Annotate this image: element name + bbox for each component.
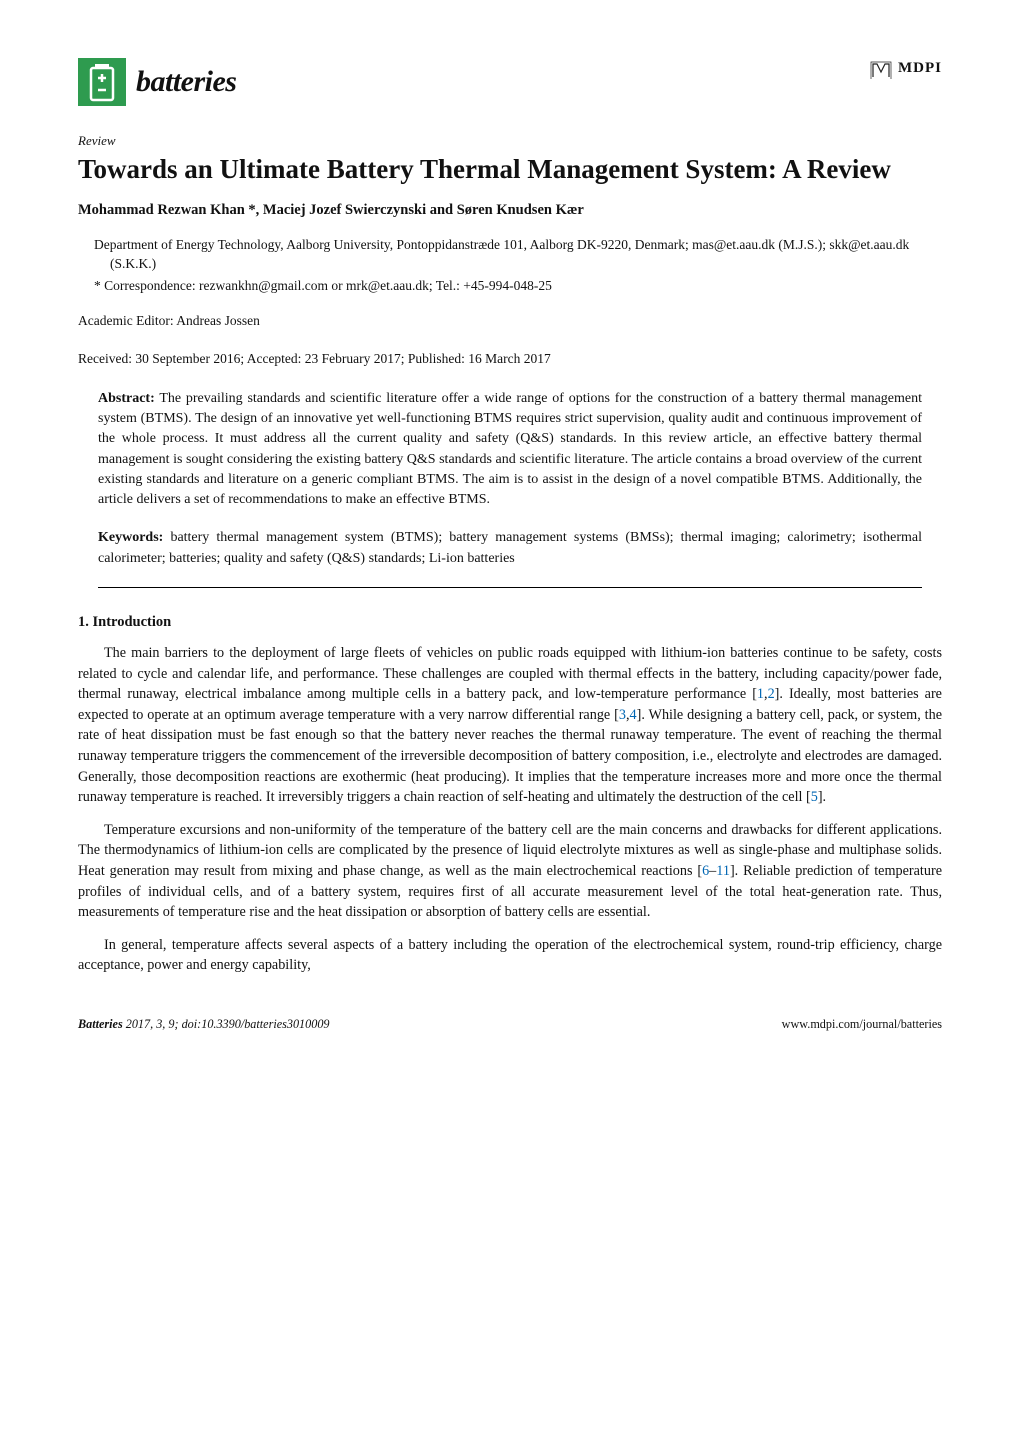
keywords-label: Keywords: — [98, 530, 163, 545]
article-type: Review — [78, 132, 942, 151]
publisher-logo: MDPI — [870, 58, 942, 80]
journal-logo: batteries — [78, 58, 237, 106]
citation-link[interactable]: 3 — [619, 707, 626, 723]
citation-link[interactable]: 6 — [702, 863, 709, 879]
affiliation-text: Department of Energy Technology, Aalborg… — [94, 235, 942, 274]
abstract: Abstract: The prevailing standards and s… — [98, 389, 922, 511]
article-title: Towards an Ultimate Battery Thermal Mana… — [78, 153, 942, 186]
correspondence-text: * Correspondence: rezwankhn@gmail.com or… — [94, 276, 942, 296]
journal-name: batteries — [136, 60, 237, 104]
publisher-name: MDPI — [898, 58, 942, 80]
logo-battery-icon — [78, 58, 126, 106]
page-header: batteries MDPI — [78, 58, 942, 106]
body-paragraph: Temperature excursions and non-uniformit… — [78, 820, 942, 923]
page-footer: Batteries 2017, 3, 9; doi:10.3390/batter… — [78, 1016, 942, 1034]
authors-line: Mohammad Rezwan Khan *, Maciej Jozef Swi… — [78, 200, 942, 221]
body-paragraph: In general, temperature affects several … — [78, 935, 942, 976]
section-heading-introduction: 1. Introduction — [78, 612, 942, 633]
footer-journal: Batteries — [78, 1017, 123, 1031]
keywords: Keywords: battery thermal management sys… — [98, 528, 922, 569]
citation-link[interactable]: 1 — [757, 686, 764, 702]
mdpi-icon — [870, 58, 892, 80]
body-paragraph: The main barriers to the deployment of l… — [78, 643, 942, 808]
footer-url[interactable]: www.mdpi.com/journal/batteries — [782, 1016, 942, 1034]
citation-link[interactable]: 5 — [811, 789, 818, 805]
keywords-text: battery thermal management system (BTMS)… — [98, 530, 922, 565]
affiliation-block: Department of Energy Technology, Aalborg… — [78, 235, 942, 296]
divider-rule — [98, 587, 922, 588]
dates-line: Received: 30 September 2016; Accepted: 2… — [78, 349, 942, 369]
citation-link[interactable]: 11 — [716, 863, 730, 879]
footer-citation: Batteries 2017, 3, 9; doi:10.3390/batter… — [78, 1016, 330, 1034]
footer-rest: 2017, 3, 9; doi:10.3390/batteries3010009 — [123, 1017, 330, 1031]
abstract-text: The prevailing standards and scientific … — [98, 391, 922, 507]
citation-link[interactable]: 4 — [630, 707, 637, 723]
editor-line: Academic Editor: Andreas Jossen — [78, 311, 942, 331]
para-text: ]. — [818, 789, 826, 805]
abstract-label: Abstract: — [98, 391, 155, 406]
citation-link[interactable]: 2 — [768, 686, 775, 702]
